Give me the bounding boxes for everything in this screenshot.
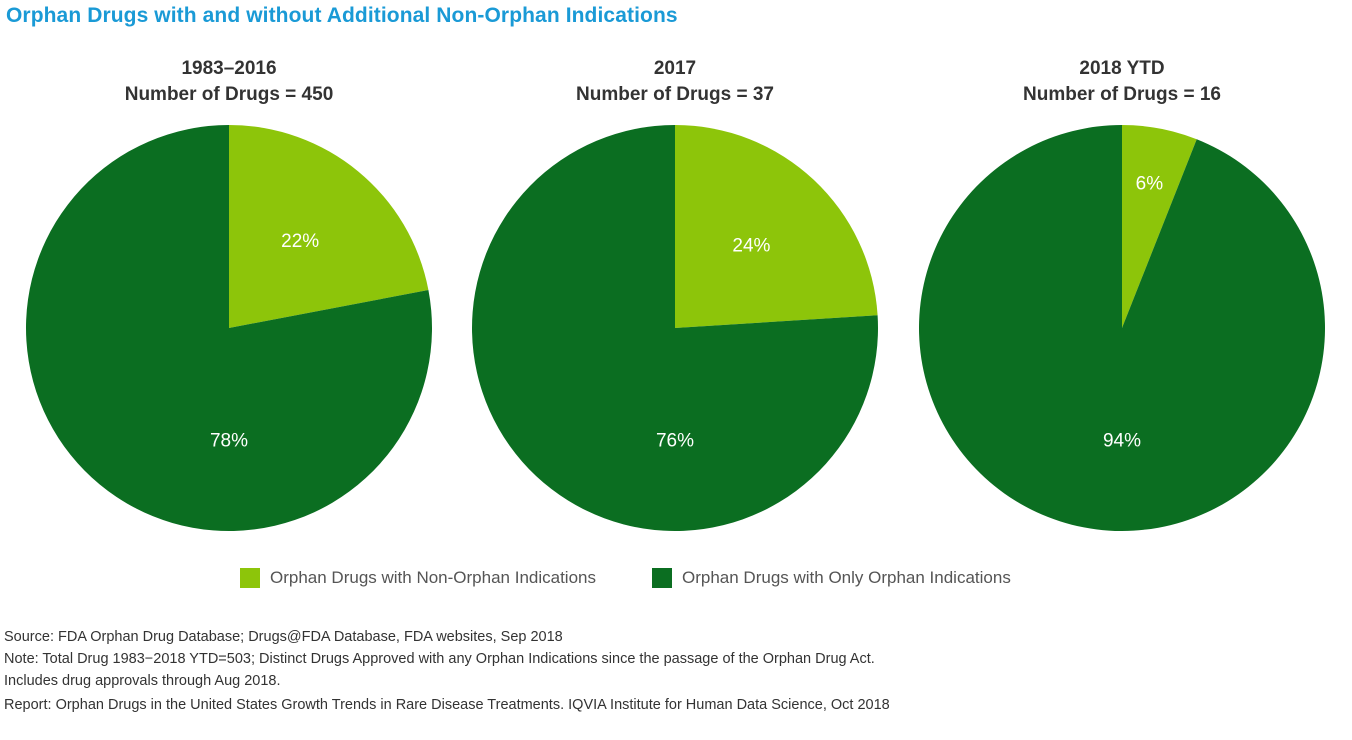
legend-label-non-orphan: Orphan Drugs with Non-Orphan Indications <box>270 568 596 587</box>
pie-2-subtitle: Number of Drugs = 37 <box>576 84 774 105</box>
note-line-1: Note: Total Drug 1983−2018 YTD=503; Dist… <box>4 651 875 667</box>
report-note: Report: Orphan Drugs in the United State… <box>4 697 890 713</box>
pie-3-label-only-orphan: 94% <box>1103 431 1141 452</box>
footnotes: Source: FDA Orphan Drug Database; Drugs@… <box>4 626 890 716</box>
legend-swatch-only-orphan <box>652 568 672 588</box>
pie-2-slice-only-orphan <box>471 125 878 531</box>
legend-label-only-orphan: Orphan Drugs with Only Orphan Indication… <box>682 568 1011 587</box>
pie-3-header: 2018 YTD Number of Drugs = 16 <box>962 56 1282 108</box>
note-line-2: Includes drug approvals through Aug 2018… <box>4 673 281 689</box>
pie-2-header: 2017 Number of Drugs = 37 <box>515 56 835 108</box>
pie-2-label-non-orphan: 24% <box>732 236 770 257</box>
pie-2-label-only-orphan: 76% <box>656 431 694 452</box>
pie-1-subtitle: Number of Drugs = 450 <box>124 84 334 105</box>
pie-1-slice-non-orphan <box>229 125 429 328</box>
pie-3-title: 2018 YTD <box>1079 58 1165 79</box>
pie-charts: 22% 78% 24% 76% 6% 94% <box>25 125 1325 532</box>
pie-1-title: 1983–2016 <box>181 58 277 79</box>
pie-3-subtitle: Number of Drugs = 16 <box>1023 84 1221 105</box>
pie-3-label-non-orphan: 6% <box>1136 173 1164 194</box>
legend: Orphan Drugs with Non-Orphan Indications… <box>240 566 1067 590</box>
pie-3-slice-only-orphan <box>918 125 1325 532</box>
source-note: Source: FDA Orphan Drug Database; Drugs@… <box>4 629 563 645</box>
pie-1-label-only-orphan: 78% <box>210 431 248 452</box>
pie-2-slice-non-orphan <box>675 125 878 328</box>
legend-item-non-orphan: Orphan Drugs with Non-Orphan Indications <box>240 568 596 588</box>
pie-3-slice-non-orphan <box>1122 125 1197 328</box>
legend-item-only-orphan: Orphan Drugs with Only Orphan Indication… <box>652 568 1011 588</box>
pie-1-label-non-orphan: 22% <box>281 231 319 252</box>
pie-1-header: 1983–2016 Number of Drugs = 450 <box>69 56 389 108</box>
legend-swatch-non-orphan <box>240 568 260 588</box>
pie-2-title: 2017 <box>653 58 697 79</box>
pie-1-slice-only-orphan <box>25 125 432 531</box>
chart-title: Orphan Drugs with and without Additional… <box>6 4 678 27</box>
